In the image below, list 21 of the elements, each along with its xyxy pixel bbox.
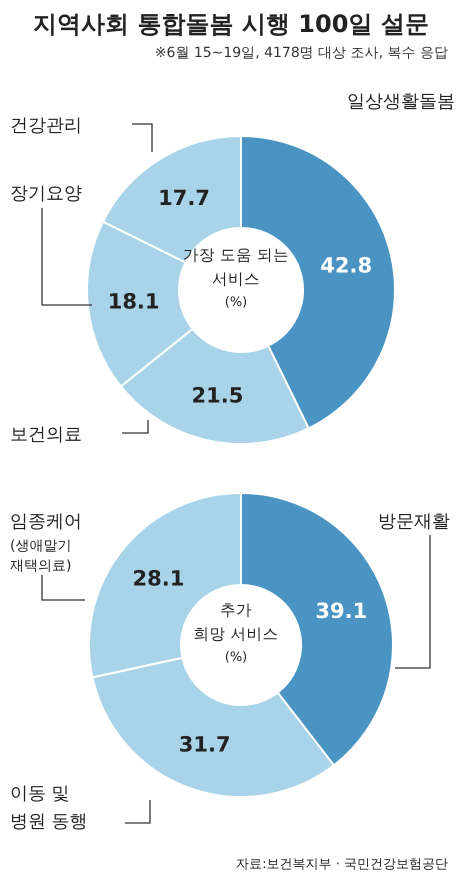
text: (%) <box>224 650 248 665</box>
slice-label: 건강관리 <box>10 114 83 138</box>
slice-label: 이동 및 병원 동행 <box>10 782 89 834</box>
slice-label: 장기요양 <box>10 182 83 206</box>
text: 자료:보건복지부 · 국민건강보험공단 <box>236 856 448 873</box>
data-label: 17.7 <box>158 186 210 210</box>
data-label: 42.8 <box>320 254 372 278</box>
text: 추가 희망 서비스 <box>192 600 280 645</box>
text: 가장 도움 되는 서비스 <box>182 245 290 290</box>
text: (%) <box>224 295 248 310</box>
chart-title: 지역사회 통합돌봄 시행 100일 설문 <box>32 9 430 40</box>
chart-subtitle: ※6월 15~19일, 4178명 대상 조사, 복수 응답 <box>154 44 448 62</box>
data-label: 21.5 <box>192 383 244 408</box>
slice-label: 일상생활돌봄 <box>346 90 455 114</box>
data-label: 28.1 <box>132 566 184 590</box>
slice-label: 임종케어 (생애말기 재택의료) <box>10 510 83 576</box>
data-label: 18.1 <box>108 290 160 314</box>
slice-label: 방문재활 <box>377 510 450 534</box>
data-label: 39.1 <box>315 598 368 623</box>
slice-label: 보건의료 <box>10 423 83 447</box>
data-label: 31.7 <box>178 732 231 757</box>
